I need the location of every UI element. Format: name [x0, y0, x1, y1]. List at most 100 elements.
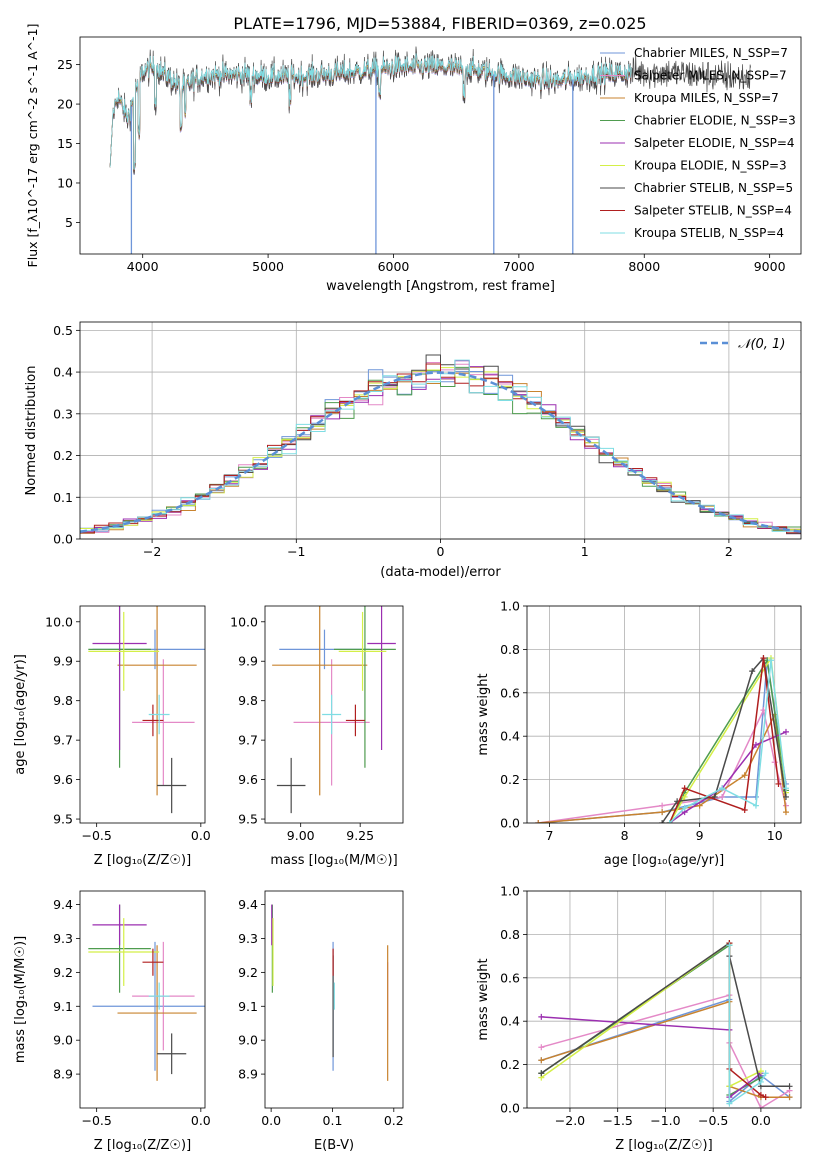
spectrum-lines [109, 46, 751, 254]
x-tick-label: −1.0 [650, 1113, 680, 1128]
x-tick-label: 0.0 [751, 1113, 771, 1128]
y-tick-label: 0.6 [500, 685, 520, 700]
x-axis-label: age [log₁₀(age/yr)] [604, 853, 725, 868]
weight-point-marker [762, 1070, 769, 1077]
weight-point-marker [741, 772, 748, 779]
age-vs-mass-panel: 9.00 9.25 9.5 9.6 9.7 9.8 9.9 10.0 mass [log₁₀(M… [230, 605, 404, 868]
legend-label: Kroupa MILES, N_SSP=7 [634, 91, 779, 105]
weight-point-marker [749, 668, 756, 675]
histogram-step-line [80, 359, 801, 532]
y-axis-label: Flux [f_λ10^-17 erg cm^-2 s^-1 A^-1] [25, 24, 40, 268]
weight-point-marker [666, 820, 673, 823]
weight-point-marker [538, 1070, 545, 1077]
weight-series-line [668, 658, 787, 823]
weight-series-line [661, 656, 787, 823]
weight-point-marker [538, 1044, 545, 1051]
y-tick-label: 9.2 [238, 965, 258, 980]
y-tick-label: 0.4 [500, 1014, 520, 1029]
x-tick-label: 4000 [127, 259, 159, 274]
y-tick-label: 0.0 [500, 1101, 520, 1116]
y-tick-label: 9.1 [238, 999, 258, 1014]
residual-steps [80, 354, 801, 535]
y-tick-label: 9.6 [53, 772, 73, 787]
x-tick-label: −1 [287, 544, 305, 559]
legend-label: Chabrier ELODIE, N_SSP=3 [634, 114, 796, 128]
weight-point-marker [726, 942, 733, 949]
x-tick-label: 8000 [628, 259, 660, 274]
x-tick-label: 9000 [754, 259, 786, 274]
y-tick-label: 0.0 [500, 816, 520, 831]
histogram-step-line [80, 354, 801, 535]
y-tick-label: 9.9 [238, 654, 258, 669]
y-tick-label: 9.0 [53, 1033, 73, 1048]
x-tick-label: −1.5 [603, 1113, 633, 1128]
age-vs-Z-panel: −0.5 0.0 9.5 9.6 9.7 9.8 9.9 10.0 Z [log₁₀(Z/Z☉)… [13, 605, 211, 868]
axes-frame [79, 890, 206, 1109]
y-tick-label: 9.8 [238, 693, 258, 708]
y-tick-label: 10.0 [230, 614, 258, 629]
spectrum-panel: 4000 5000 6000 7000 8000 9000 5 10 15 20 25 wavelen… [25, 24, 802, 294]
mass-weight-vs-Z-panel: −2.0 −1.5 −1.0 −0.5 0.0 0.0 0.2 0.4 0.6 0.8 1.0 Z [… [476, 884, 802, 1153]
x-tick-label: 0.1 [323, 1113, 343, 1128]
panels-layer: 4000 5000 6000 7000 8000 9000510152025wavelen… [13, 24, 802, 1153]
y-tick-label: 1.0 [500, 884, 520, 899]
y-tick-label: 10.0 [45, 614, 73, 629]
weight-point-marker [775, 780, 782, 787]
axes-frame [526, 605, 802, 824]
y-tick-label: 1.0 [500, 599, 520, 614]
y-tick-label: 9.4 [238, 897, 258, 912]
weight-point-marker [696, 802, 703, 809]
y-tick-label: 0.4 [500, 729, 520, 744]
weight-lines [535, 655, 789, 823]
x-tick-label: −2 [143, 544, 161, 559]
weight-lines [538, 940, 793, 1108]
y-tick-label: 9.9 [53, 654, 73, 669]
weight-point-marker [726, 1100, 733, 1107]
errorbars [272, 606, 396, 814]
x-tick-label: 9 [696, 828, 704, 843]
errorbars [88, 606, 205, 814]
weight-point-marker [659, 820, 666, 823]
y-axis-label: mass [log₁₀(M/M☉)] [13, 936, 28, 1063]
legend-label: Salpeter ELODIE, N_SSP=4 [634, 136, 795, 150]
x-tick-label: −0.5 [81, 1113, 111, 1128]
x-tick-label: 8 [621, 828, 629, 843]
axes-frame [264, 605, 404, 824]
weight-point-marker [771, 759, 778, 766]
weight-point-marker [659, 809, 666, 816]
legend-label: 𝒩(0, 1) [738, 337, 785, 352]
y-tick-label: 5 [65, 215, 73, 230]
x-axis-label: (data-model)/error [380, 565, 501, 580]
y-tick-label: 15 [57, 136, 73, 151]
y-tick-label: 9.6 [238, 772, 258, 787]
spectrum-series-line [109, 53, 633, 170]
x-tick-label: 0.2 [384, 1113, 404, 1128]
x-tick-label: 9.25 [346, 828, 374, 843]
weight-point-marker [757, 1105, 764, 1108]
weight-point-marker [681, 785, 688, 792]
x-tick-label: 6000 [378, 259, 410, 274]
axes-frame [264, 890, 404, 1109]
weight-series-line [728, 945, 767, 1106]
weight-point-marker [757, 1078, 764, 1085]
y-tick-label: 0.8 [500, 927, 520, 942]
figure-title: PLATE=1796, MJD=53884, FIBERID=0369, z=0… [233, 14, 646, 33]
y-tick-label: 0.2 [500, 1057, 520, 1072]
normal-reference-curve [80, 371, 801, 533]
axes-frame [526, 890, 802, 1109]
mass-vs-EBV-panel: 0.0 0.1 0.2 8.9 9.0 9.1 9.2 9.3 9.4 E(B-V) [238, 890, 404, 1153]
y-tick-label: 0.3 [53, 406, 73, 421]
errorbars [88, 904, 205, 1081]
x-tick-label: −2.0 [555, 1113, 585, 1128]
legend-label: Chabrier STELIB, N_SSP=5 [634, 181, 793, 195]
x-axis-label: mass [log₁₀(M/M☉)] [270, 853, 397, 868]
y-tick-label: 10 [57, 175, 73, 190]
y-tick-label: 9.0 [238, 1033, 258, 1048]
y-tick-label: 8.9 [53, 1067, 73, 1082]
mass-weight-vs-age-panel: 7 8 9 10 0.0 0.2 0.4 0.6 0.8 1.0 age [log₁₀(age/yr… [476, 599, 802, 868]
weight-point-marker [538, 1057, 545, 1064]
x-axis-label: Z [log₁₀(Z/Z☉)] [94, 1138, 191, 1153]
y-tick-label: 0.2 [53, 448, 73, 463]
y-axis-label: mass weight [476, 958, 491, 1040]
